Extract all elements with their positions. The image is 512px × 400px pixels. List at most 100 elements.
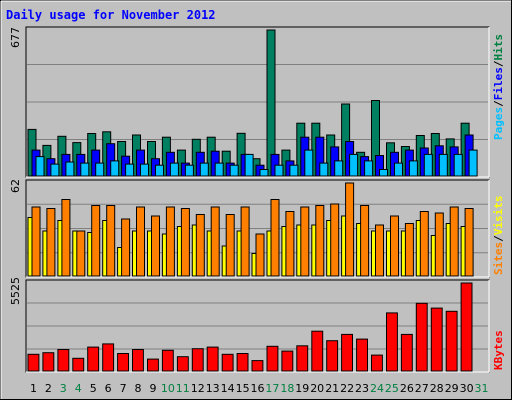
legend-item-visits: Visits <box>492 196 505 236</box>
bar-kbytes-day-24 <box>371 354 383 372</box>
kbytes-ymax-label: 5525 <box>9 277 22 305</box>
bar-sites-day-1 <box>31 206 41 277</box>
visits-panel <box>25 179 490 278</box>
bar-kbytes-day-30 <box>460 282 473 372</box>
bar-sites-day-3 <box>61 199 71 277</box>
x-tick-day-30: 30 <box>460 382 474 395</box>
bar-kbytes-day-7 <box>117 353 129 372</box>
x-tick-day-5: 5 <box>90 382 97 395</box>
x-tick-day-4: 4 <box>75 382 82 395</box>
bar-kbytes-day-11 <box>176 356 189 372</box>
bar-pages-day-21 <box>334 160 344 177</box>
bar-pages-day-18 <box>289 164 299 177</box>
bar-sites-day-9 <box>151 215 160 277</box>
bar-pages-day-15 <box>244 153 254 177</box>
bar-kbytes-day-1 <box>27 353 40 372</box>
bar-kbytes-day-22 <box>341 333 354 372</box>
bar-sites-day-15 <box>240 206 250 277</box>
bar-pages-day-7 <box>125 163 135 177</box>
bar-kbytes-day-10 <box>161 349 174 372</box>
bar-pages-day-20 <box>319 162 329 177</box>
x-axis-day-labels: 1 2 3 4 5 6 7 8 9 10 11 12 13 14 15 16 17 18 19 20 21 22 23 24 2… <box>30 382 489 395</box>
bar-sites-day-10 <box>165 206 175 277</box>
bar-kbytes-day-17 <box>266 345 279 372</box>
legend-text: Pages/Files/Hits <box>492 34 505 140</box>
bar-pages-day-10 <box>169 162 179 177</box>
x-tick-day-12: 12 <box>191 382 205 395</box>
x-tick-day-7: 7 <box>120 382 127 395</box>
bar-pages-day-29 <box>453 153 463 177</box>
bar-pages-day-25 <box>394 162 403 177</box>
bar-sites-day-2 <box>46 208 56 277</box>
bar-sites-day-5 <box>91 205 101 277</box>
bar-pages-day-5 <box>95 162 105 177</box>
bar-sites-day-11 <box>180 208 190 277</box>
x-tick-day-20: 20 <box>310 382 324 395</box>
legend-separator: / <box>492 60 505 67</box>
x-tick-day-16: 16 <box>251 382 265 395</box>
legend-separator: / <box>492 235 505 242</box>
x-tick-day-21: 21 <box>325 382 339 395</box>
legend-item-kbytes: KBytes <box>492 330 505 370</box>
bar-kbytes-day-23 <box>356 338 369 372</box>
bar-kbytes-day-25 <box>386 312 398 372</box>
bar-kbytes-day-5 <box>87 346 100 372</box>
bar-sites-day-4 <box>76 230 86 277</box>
bar-pages-day-13 <box>214 162 224 177</box>
x-tick-day-24: 24 <box>370 382 384 395</box>
legend-text: KBytes <box>492 330 505 370</box>
x-tick-day-19: 19 <box>295 382 309 395</box>
legend-item-pages: Pages <box>492 107 505 140</box>
bar-kbytes-day-12 <box>191 348 204 372</box>
bar-kbytes-day-28 <box>430 307 443 372</box>
bar-sites-day-26 <box>404 223 414 277</box>
bar-sites-day-8 <box>136 206 145 277</box>
bar-kbytes-day-15 <box>236 353 249 372</box>
bar-kbytes-day-16 <box>251 360 264 372</box>
bar-pages-day-23 <box>364 160 374 177</box>
x-tick-day-14: 14 <box>221 382 235 395</box>
hits-legend: Pages/Files/Hits <box>492 34 505 140</box>
bar-sites-day-13 <box>210 206 220 277</box>
x-tick-day-17: 17 <box>265 382 279 395</box>
bar-sites-day-7 <box>121 218 131 277</box>
x-tick-day-31: 31 <box>475 382 489 395</box>
legend-separator: / <box>492 100 505 107</box>
x-tick-day-22: 22 <box>340 382 354 395</box>
bar-sites-day-17 <box>270 199 280 277</box>
bar-pages-day-11 <box>184 164 194 177</box>
bar-kbytes-day-27 <box>415 302 428 372</box>
bar-kbytes-day-19 <box>296 345 309 372</box>
legend-item-files: Files <box>492 67 505 100</box>
legend-item-hits: Hits <box>492 34 505 61</box>
bar-kbytes-day-9 <box>147 358 159 372</box>
bar-sites-day-29 <box>449 206 459 277</box>
bar-pages-day-16 <box>259 169 269 177</box>
x-tick-day-28: 28 <box>430 382 444 395</box>
legend-text: Sites/Visits <box>492 196 505 276</box>
x-tick-day-1: 1 <box>30 382 37 395</box>
bar-sites-day-21 <box>330 203 340 277</box>
hits-panel <box>25 26 490 178</box>
x-tick-day-8: 8 <box>135 382 142 395</box>
bar-kbytes-day-26 <box>400 333 413 372</box>
bar-sites-day-24 <box>375 224 384 277</box>
bar-sites-day-16 <box>255 233 265 277</box>
x-tick-day-11: 11 <box>176 382 190 395</box>
x-tick-day-25: 25 <box>385 382 399 395</box>
bar-pages-day-9 <box>155 164 164 177</box>
bar-kbytes-day-21 <box>326 340 339 372</box>
x-tick-day-2: 2 <box>45 382 52 395</box>
bar-kbytes-day-3 <box>57 349 70 372</box>
legend-item-sites: Sites <box>492 242 505 275</box>
bar-pages-day-1 <box>35 156 45 177</box>
bar-pages-day-17 <box>274 164 284 177</box>
bar-kbytes-day-4 <box>72 357 85 372</box>
bar-pages-day-22 <box>349 153 359 177</box>
bar-sites-day-6 <box>106 205 116 277</box>
bar-pages-day-14 <box>229 164 239 177</box>
x-tick-day-18: 18 <box>280 382 294 395</box>
bar-pages-day-3 <box>65 161 75 177</box>
bar-pages-day-8 <box>140 163 149 177</box>
